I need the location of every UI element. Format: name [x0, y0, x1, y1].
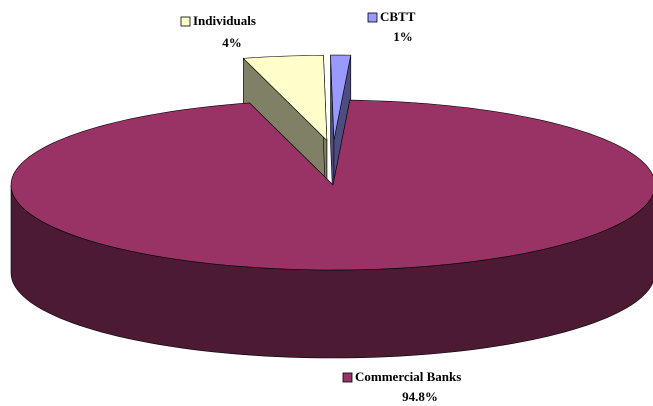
- slice: [330, 54, 352, 141]
- legend-swatch: [367, 12, 378, 23]
- slice-value-label: 94.8%: [402, 389, 438, 404]
- legend-swatch: [342, 372, 353, 383]
- slice-label: Commercial Banks: [355, 369, 461, 384]
- slice-value-label: 4%: [222, 35, 242, 50]
- slice-value-label: 1%: [393, 29, 413, 44]
- slice-label: Individuals: [193, 13, 256, 28]
- slice: [10, 99, 653, 271]
- slice: [242, 55, 328, 142]
- slice-label: CBTT: [380, 9, 416, 24]
- legend-swatch: [180, 16, 191, 27]
